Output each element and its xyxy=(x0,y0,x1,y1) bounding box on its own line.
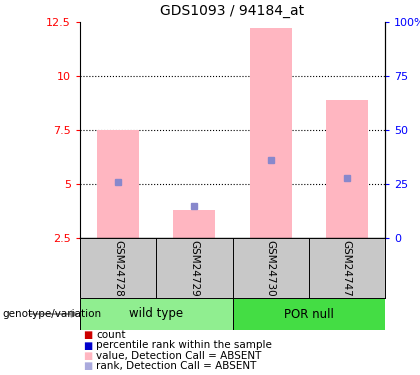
Text: GSM24747: GSM24747 xyxy=(342,240,352,296)
Text: rank, Detection Call = ABSENT: rank, Detection Call = ABSENT xyxy=(96,362,256,372)
Text: genotype/variation: genotype/variation xyxy=(2,309,101,319)
Text: ■: ■ xyxy=(83,351,92,361)
Text: GSM24728: GSM24728 xyxy=(113,240,123,296)
Text: wild type: wild type xyxy=(129,308,183,321)
Text: GSM24730: GSM24730 xyxy=(265,240,276,296)
Text: count: count xyxy=(96,330,126,340)
Bar xyxy=(173,210,215,238)
Title: GDS1093 / 94184_at: GDS1093 / 94184_at xyxy=(160,4,304,18)
Bar xyxy=(97,130,139,238)
Text: ■: ■ xyxy=(83,362,92,372)
Text: ■: ■ xyxy=(83,330,92,340)
Text: percentile rank within the sample: percentile rank within the sample xyxy=(96,340,272,351)
Text: GSM24729: GSM24729 xyxy=(189,240,200,296)
Text: ■: ■ xyxy=(83,340,92,351)
Bar xyxy=(249,28,291,238)
Bar xyxy=(80,298,233,330)
Text: POR null: POR null xyxy=(284,308,333,321)
Bar xyxy=(326,100,368,238)
Bar xyxy=(233,298,385,330)
Text: value, Detection Call = ABSENT: value, Detection Call = ABSENT xyxy=(96,351,261,361)
